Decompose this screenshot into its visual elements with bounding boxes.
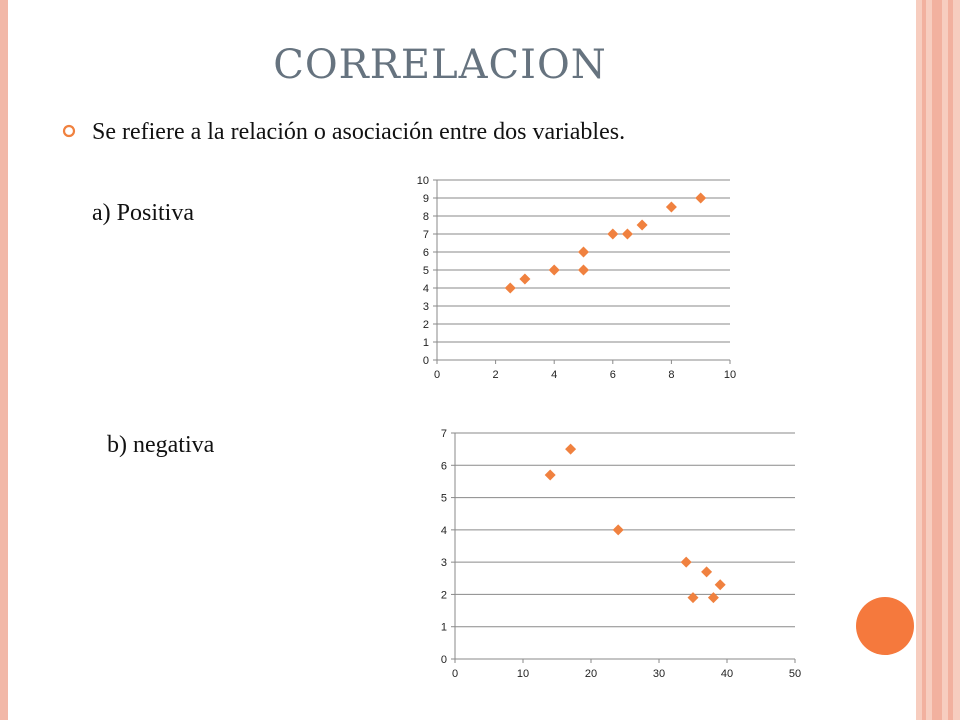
y-tick-label: 6 (441, 460, 447, 472)
scatter-point (607, 228, 619, 240)
scatter-point (636, 219, 648, 231)
negative-label: b) negativa (107, 432, 215, 458)
decorative-orange-circle (856, 597, 914, 655)
y-tick-label: 2 (423, 319, 429, 331)
x-tick-label: 40 (721, 668, 733, 680)
scatter-point (519, 273, 531, 285)
scatter-point (578, 246, 589, 258)
hollow-circle-bullet-icon (62, 124, 76, 138)
scatter-point (687, 592, 699, 604)
right-stripe-band (922, 0, 926, 720)
scatter-point (707, 592, 719, 604)
y-tick-label: 5 (423, 265, 429, 277)
x-tick-label: 4 (551, 369, 557, 381)
right-stripe-band (948, 0, 953, 720)
y-tick-label: 7 (423, 229, 429, 241)
positive-scatter-chart: 0 1 2 3 4 5 6 7 8 9 10 0 2 4 6 8 10 (417, 175, 736, 381)
right-stripe-band (932, 0, 942, 720)
y-tick-label: 8 (423, 211, 429, 223)
scatter-point (665, 201, 677, 213)
y-tick-label: 7 (441, 428, 447, 440)
left-frame-stripe (0, 0, 8, 720)
positive-label: a) Positiva (92, 200, 194, 226)
bullet-text: Se refiere a la relación o asociación en… (92, 119, 626, 145)
slide-title: CORRELACION (273, 42, 607, 88)
scatter-point (565, 443, 577, 455)
x-tick-label: 6 (610, 369, 616, 381)
scatter-point (680, 556, 692, 568)
x-tick-label: 50 (789, 668, 801, 680)
scatter-point (504, 282, 516, 294)
x-tick-label: 2 (493, 369, 499, 381)
negative-scatter-chart: 0 1 2 3 4 5 6 7 0 10 20 30 40 50 (441, 428, 801, 680)
y-tick-label: 10 (417, 175, 429, 187)
scatter-point (612, 524, 624, 536)
scatter-point (701, 566, 713, 578)
y-tick-label: 4 (423, 283, 429, 295)
x-tick-label: 10 (724, 369, 736, 381)
scatter-point (695, 192, 707, 204)
scatter-point (544, 469, 556, 481)
scatter-point (714, 579, 726, 591)
scatter-point (548, 264, 560, 276)
y-tick-label: 5 (441, 493, 447, 505)
x-tick-label: 30 (653, 668, 665, 680)
y-tick-label: 0 (441, 654, 447, 666)
right-frame-stripes (916, 0, 960, 720)
scatter-point (578, 264, 589, 276)
x-tick-label: 20 (585, 668, 597, 680)
x-tick-label: 8 (668, 369, 674, 381)
y-tick-label: 9 (423, 193, 429, 205)
scatter-point (621, 228, 633, 240)
y-tick-label: 1 (423, 337, 429, 349)
y-tick-label: 6 (423, 247, 429, 259)
y-tick-label: 4 (441, 525, 447, 537)
x-tick-label: 0 (452, 668, 458, 680)
x-tick-label: 10 (517, 668, 529, 680)
y-tick-label: 0 (423, 355, 429, 367)
y-tick-label: 3 (423, 301, 429, 313)
y-tick-label: 1 (441, 622, 447, 634)
y-tick-label: 2 (441, 589, 447, 601)
y-tick-label: 3 (441, 557, 447, 569)
x-tick-label: 0 (434, 369, 440, 381)
